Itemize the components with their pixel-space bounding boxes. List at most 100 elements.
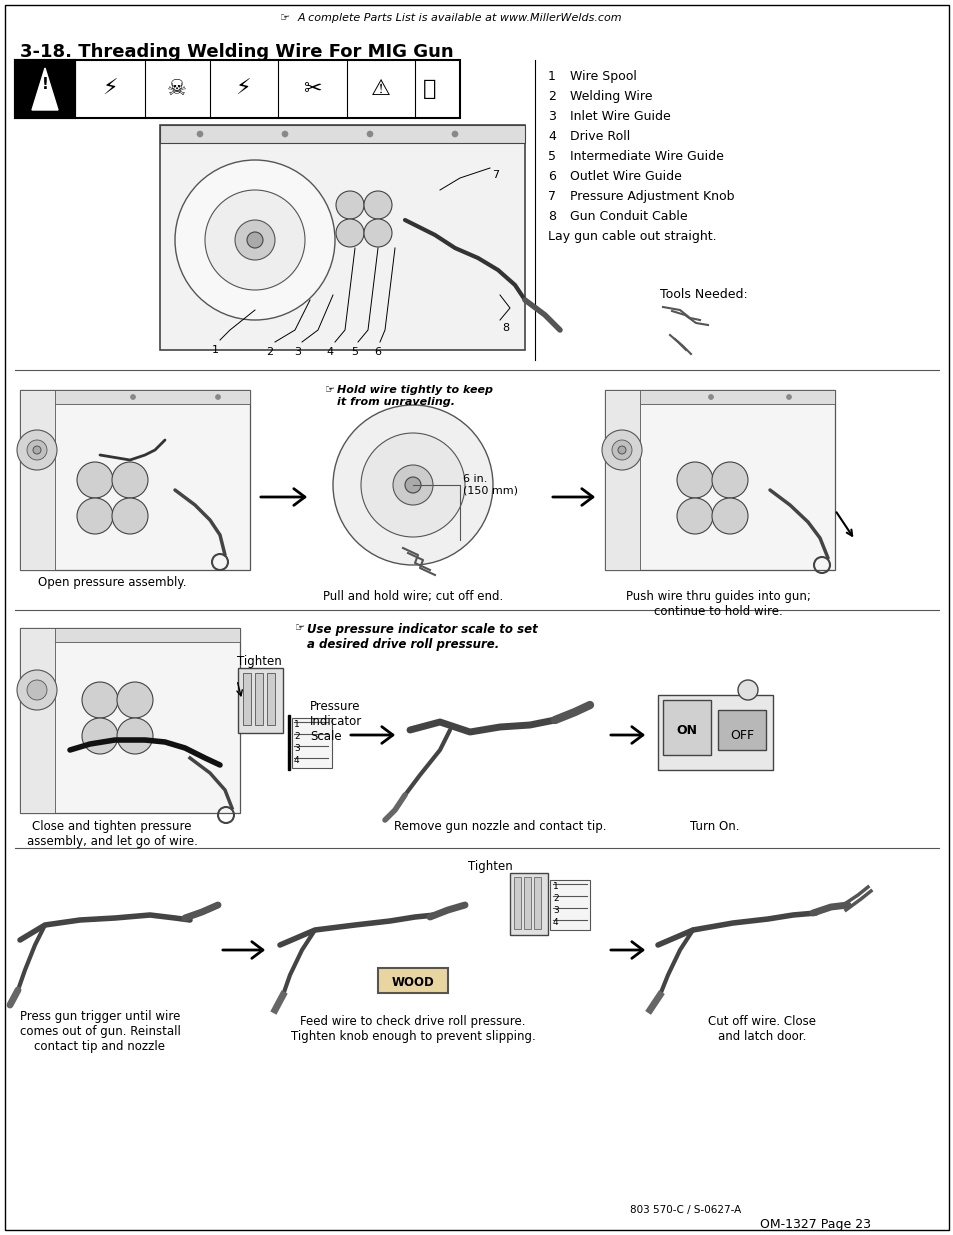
Bar xyxy=(718,710,765,750)
Text: 2: 2 xyxy=(547,90,556,103)
Circle shape xyxy=(630,394,635,399)
Bar xyxy=(658,695,772,769)
Text: ✂: ✂ xyxy=(302,79,321,99)
Text: 3: 3 xyxy=(294,743,299,753)
Circle shape xyxy=(112,498,148,534)
Text: Outlet Wire Guide: Outlet Wire Guide xyxy=(569,170,681,183)
Bar xyxy=(662,700,710,755)
Bar xyxy=(20,390,250,571)
Text: ON: ON xyxy=(676,724,697,736)
Circle shape xyxy=(711,498,747,534)
Circle shape xyxy=(618,446,625,454)
Text: Inlet Wire Guide: Inlet Wire Guide xyxy=(569,110,670,124)
Text: 5: 5 xyxy=(351,347,358,357)
Circle shape xyxy=(27,680,47,700)
Bar xyxy=(523,877,531,929)
Circle shape xyxy=(247,232,263,248)
Text: Feed wire to check drive roll pressure.
Tighten knob enough to prevent slipping.: Feed wire to check drive roll pressure. … xyxy=(291,1015,535,1044)
Text: ⚡: ⚡ xyxy=(235,79,251,99)
Text: Gun Conduit Cable: Gun Conduit Cable xyxy=(569,210,687,224)
Bar xyxy=(377,968,448,993)
Circle shape xyxy=(360,433,464,537)
Text: Pull and hold wire; cut off end.: Pull and hold wire; cut off end. xyxy=(322,590,502,603)
Text: Welding Wire: Welding Wire xyxy=(569,90,652,103)
Text: Drive Roll: Drive Roll xyxy=(569,130,630,143)
Circle shape xyxy=(27,440,47,459)
Bar xyxy=(254,673,263,725)
Circle shape xyxy=(77,498,112,534)
Circle shape xyxy=(364,191,392,219)
Circle shape xyxy=(393,466,433,505)
Text: 4: 4 xyxy=(294,756,299,764)
Circle shape xyxy=(82,718,118,755)
Circle shape xyxy=(708,394,713,399)
Bar xyxy=(288,715,290,769)
Circle shape xyxy=(452,131,457,137)
Circle shape xyxy=(785,394,791,399)
Text: 5: 5 xyxy=(547,149,556,163)
Bar xyxy=(292,718,332,768)
Text: Wire Spool: Wire Spool xyxy=(569,70,637,83)
Circle shape xyxy=(174,161,335,320)
Text: ☞: ☞ xyxy=(294,622,305,634)
Polygon shape xyxy=(32,68,58,110)
Text: Remove gun nozzle and contact tip.: Remove gun nozzle and contact tip. xyxy=(394,820,605,832)
Circle shape xyxy=(33,446,41,454)
Text: Pressure Adjustment Knob: Pressure Adjustment Knob xyxy=(569,190,734,203)
Circle shape xyxy=(77,462,112,498)
Text: 6: 6 xyxy=(547,170,556,183)
Text: 4: 4 xyxy=(326,347,334,357)
Text: Close and tighten pressure
assembly, and let go of wire.: Close and tighten pressure assembly, and… xyxy=(27,820,197,848)
Text: 2: 2 xyxy=(294,732,299,741)
Text: ☞: ☞ xyxy=(280,14,290,23)
Bar xyxy=(20,629,240,813)
Circle shape xyxy=(367,131,373,137)
Text: 7: 7 xyxy=(547,190,556,203)
Bar xyxy=(20,629,55,813)
Text: 3: 3 xyxy=(547,110,556,124)
Circle shape xyxy=(677,498,712,534)
Text: Press gun trigger until wire
comes out of gun. Reinstall
contact tip and nozzle: Press gun trigger until wire comes out o… xyxy=(20,1010,180,1053)
Bar xyxy=(534,877,540,929)
Text: Lay gun cable out straight.: Lay gun cable out straight. xyxy=(547,230,716,243)
Text: 803 570-C / S-0627-A: 803 570-C / S-0627-A xyxy=(629,1205,740,1215)
Circle shape xyxy=(738,680,758,700)
Bar xyxy=(160,125,524,350)
Circle shape xyxy=(117,718,152,755)
Text: 6 in.
(150 mm): 6 in. (150 mm) xyxy=(462,474,517,495)
Text: 2: 2 xyxy=(266,347,274,357)
Text: Use pressure indicator scale to set
a desired drive roll pressure.: Use pressure indicator scale to set a de… xyxy=(307,622,537,651)
Text: 4: 4 xyxy=(553,918,558,927)
Circle shape xyxy=(131,394,135,399)
Text: Turn On.: Turn On. xyxy=(690,820,739,832)
Text: 6: 6 xyxy=(375,347,381,357)
Text: Hold wire tightly to keep
it from unraveling.: Hold wire tightly to keep it from unrave… xyxy=(336,385,493,406)
Text: ☠: ☠ xyxy=(167,79,187,99)
Text: Open pressure assembly.: Open pressure assembly. xyxy=(38,576,186,589)
Text: !: ! xyxy=(42,77,49,91)
Circle shape xyxy=(17,671,57,710)
Text: Tighten: Tighten xyxy=(467,860,512,873)
Circle shape xyxy=(205,190,305,290)
Circle shape xyxy=(82,682,118,718)
Bar xyxy=(237,668,283,734)
Text: ⚡: ⚡ xyxy=(102,79,117,99)
Bar xyxy=(550,881,589,930)
Bar xyxy=(20,629,240,642)
Text: OFF: OFF xyxy=(729,729,753,741)
Bar xyxy=(514,877,520,929)
Circle shape xyxy=(364,219,392,247)
Text: 1: 1 xyxy=(294,720,299,729)
Text: A complete Parts List is available at www.MillerWelds.com: A complete Parts List is available at ww… xyxy=(297,14,622,23)
Circle shape xyxy=(335,191,364,219)
Circle shape xyxy=(196,131,203,137)
Circle shape xyxy=(215,394,220,399)
Text: OM-1327 Page 23: OM-1327 Page 23 xyxy=(760,1218,870,1231)
Text: 3: 3 xyxy=(294,347,301,357)
Bar xyxy=(20,390,250,404)
Circle shape xyxy=(612,440,631,459)
Circle shape xyxy=(601,430,641,471)
Circle shape xyxy=(405,477,420,493)
Bar xyxy=(20,390,55,571)
Text: Pressure
Indicator
Scale: Pressure Indicator Scale xyxy=(310,700,362,743)
